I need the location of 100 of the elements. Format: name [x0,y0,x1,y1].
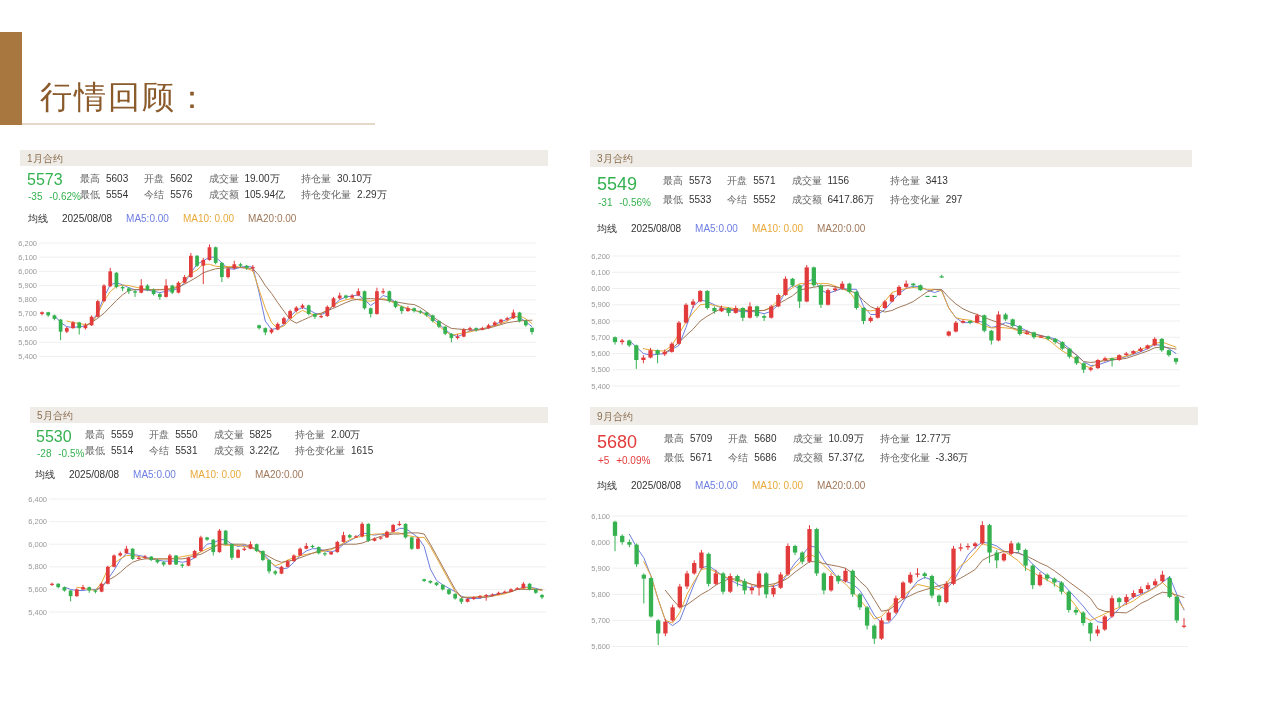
text: 成交额 [208,189,239,200]
text: MA20:0.00 [817,480,866,491]
text: MA5:0.00 [133,469,177,480]
candlestick [762,314,767,322]
text: 最高 [664,433,684,444]
text: 5680 [597,432,638,452]
candlestick [828,572,834,593]
text: 今结 [727,194,748,205]
candlestick [967,319,973,325]
text: 2025/08/08 [631,223,682,234]
text: 持仓量 [301,173,332,184]
text: 5554 [106,189,129,200]
candlestick [1109,357,1115,367]
text: -35 -0.62% [28,191,82,202]
candlestick [656,618,661,646]
candlestick [313,312,317,320]
candlestick [323,551,327,557]
candlestick [540,593,544,600]
text: -28 -0.5% [37,448,85,459]
text: MA10: 0.00 [189,469,242,480]
chart-title: 5月合约 [37,409,73,421]
text: 持仓变化量 [879,452,930,463]
text: 5825 [249,429,273,440]
candlestick [251,264,255,272]
text: 持仓变化量 [294,445,345,456]
candlestick [40,310,44,316]
text: 持仓变化量 [301,189,352,200]
candlestick [728,572,733,594]
candlestick [1073,606,1079,616]
text: MA20:0.00 [255,469,304,480]
text: MA10: 0.00 [751,480,804,491]
candlestick [699,549,704,571]
candlestick [705,289,710,311]
candlestick [189,252,193,279]
text: 最低 [80,189,100,200]
text: 开盘 [728,433,749,444]
text: 1615 [350,445,374,456]
legend-title: 均线 [34,469,55,480]
text: 5550 [175,429,198,440]
text: 3.22亿 [249,445,279,456]
candlestick [201,257,206,285]
candlestick [133,289,137,298]
text: MA5:0.00 [695,480,739,491]
candlestick [677,583,682,610]
text: 开盘 [727,175,748,186]
text: MA20:0.00 [248,213,297,224]
candlestick [893,595,899,615]
candlestick [684,570,690,590]
candlestick [143,554,147,560]
text: 5573 [27,171,63,188]
candlestick [676,320,682,346]
text: 12.77万 [915,433,951,444]
text: 成交额 [792,452,823,463]
line-series [664,550,1185,614]
text: 6417.86万 [827,194,874,205]
text: 5530 [36,428,72,445]
candlestick [850,569,855,598]
candlestick [872,623,877,645]
text: 297 [945,194,963,205]
text: 持仓量 [889,175,920,186]
candlestick [1066,589,1071,614]
text: 最低 [663,194,683,205]
candlestick [756,570,762,597]
text: 持仓量 [294,429,325,440]
text: MA5:0.00 [126,213,170,224]
text: 5680 [754,433,777,444]
candlestick [1024,329,1029,336]
candlestick [634,344,639,370]
text: 5549 [597,174,638,194]
text: 今结 [144,189,165,200]
candlestick [764,571,769,599]
chart-title: 1月合约 [27,152,63,164]
text: 5573 [689,175,712,186]
candlestick [929,574,935,599]
candlestick [1023,548,1028,572]
candlestick [972,541,978,550]
text: MA5:0.00 [695,223,739,234]
candlestick [366,522,371,543]
text: 行情回顾： [40,79,210,115]
text: 成交量 [792,433,823,444]
text: 成交额 [791,194,822,205]
candlestick [1088,621,1093,642]
text: 5559 [111,429,134,440]
text: 10.09万 [828,433,864,444]
text: 开盘 [149,429,170,440]
text: 2025/08/08 [62,213,113,224]
candlestick [81,584,85,591]
text: 成交量 [213,429,244,440]
candlestick [879,617,884,641]
text: 最高 [80,173,100,184]
text: 最高 [663,175,683,186]
candlestick [1102,356,1108,363]
text: 19.00万 [244,173,280,184]
candlestick [329,550,333,556]
candlestick [641,572,646,604]
candlestick [720,571,726,595]
text: 5531 [175,445,198,456]
legend-title: 均线 [27,213,48,224]
text: 5533 [689,194,712,205]
text: +5 +0.09% [598,455,651,466]
